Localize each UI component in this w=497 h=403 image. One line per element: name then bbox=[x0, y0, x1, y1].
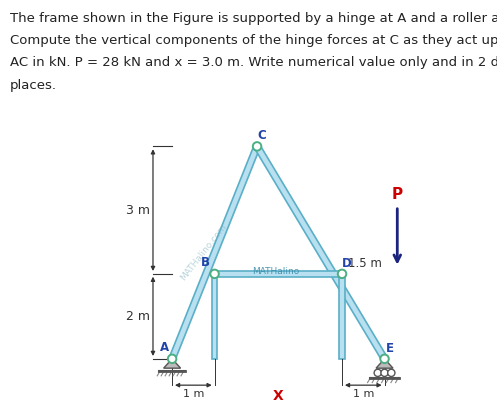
Text: 1 m: 1 m bbox=[183, 389, 204, 399]
Text: The frame shown in the Figure is supported by a hinge at A and a roller at E.: The frame shown in the Figure is support… bbox=[10, 12, 497, 25]
Polygon shape bbox=[215, 271, 342, 276]
Text: 1.5 m: 1.5 m bbox=[348, 257, 382, 270]
Text: C: C bbox=[258, 129, 266, 142]
Text: MATHalino.com: MATHalino.com bbox=[179, 222, 229, 283]
Polygon shape bbox=[376, 359, 393, 368]
Text: Compute the vertical components of the hinge forces at C as they act upon member: Compute the vertical components of the h… bbox=[10, 34, 497, 47]
Text: X: X bbox=[273, 389, 284, 403]
Circle shape bbox=[210, 270, 219, 278]
Polygon shape bbox=[339, 274, 345, 359]
Polygon shape bbox=[254, 145, 387, 360]
Text: places.: places. bbox=[10, 79, 57, 91]
Text: E: E bbox=[386, 342, 394, 355]
Circle shape bbox=[380, 355, 389, 363]
Circle shape bbox=[168, 355, 176, 363]
Text: P: P bbox=[392, 187, 403, 202]
Circle shape bbox=[253, 142, 261, 151]
Text: D: D bbox=[342, 257, 352, 270]
Polygon shape bbox=[164, 359, 180, 368]
Text: A: A bbox=[160, 341, 169, 354]
Circle shape bbox=[388, 369, 395, 376]
Text: 3 m: 3 m bbox=[126, 204, 150, 217]
Text: 1 m: 1 m bbox=[352, 389, 374, 399]
Text: MATHalino: MATHalino bbox=[252, 267, 300, 276]
Polygon shape bbox=[212, 274, 217, 359]
Circle shape bbox=[374, 369, 381, 376]
Polygon shape bbox=[169, 145, 260, 360]
Circle shape bbox=[338, 270, 346, 278]
Text: 2 m: 2 m bbox=[126, 310, 150, 323]
Text: B: B bbox=[201, 256, 210, 269]
Circle shape bbox=[381, 369, 388, 376]
Text: AC in kN. P = 28 kN and x = 3.0 m. Write numerical value only and in 2 decimal: AC in kN. P = 28 kN and x = 3.0 m. Write… bbox=[10, 56, 497, 69]
